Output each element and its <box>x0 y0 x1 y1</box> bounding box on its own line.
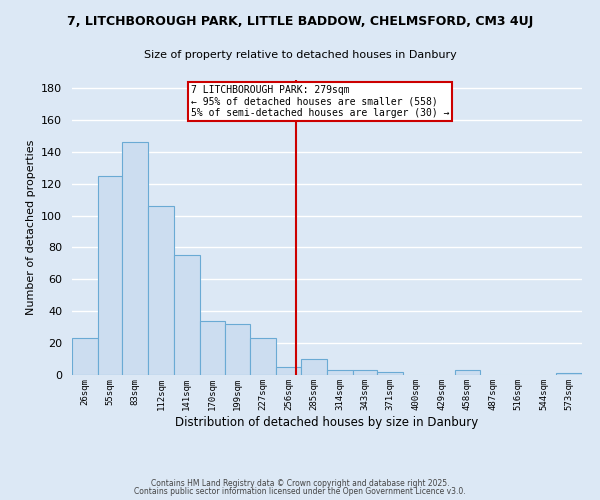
Y-axis label: Number of detached properties: Number of detached properties <box>26 140 35 315</box>
Bar <box>174 256 200 375</box>
Bar <box>72 338 98 375</box>
Bar <box>250 338 275 375</box>
Text: 7 LITCHBOROUGH PARK: 279sqm
← 95% of detached houses are smaller (558)
5% of sem: 7 LITCHBOROUGH PARK: 279sqm ← 95% of det… <box>191 85 449 118</box>
Bar <box>353 370 377 375</box>
Bar <box>225 324 250 375</box>
Bar <box>556 374 582 375</box>
Bar <box>275 367 301 375</box>
Bar <box>98 176 122 375</box>
X-axis label: Distribution of detached houses by size in Danbury: Distribution of detached houses by size … <box>175 416 479 428</box>
Bar <box>148 206 174 375</box>
Bar <box>301 359 327 375</box>
Bar <box>455 370 480 375</box>
Text: Contains public sector information licensed under the Open Government Licence v3: Contains public sector information licen… <box>134 487 466 496</box>
Text: 7, LITCHBOROUGH PARK, LITTLE BADDOW, CHELMSFORD, CM3 4UJ: 7, LITCHBOROUGH PARK, LITTLE BADDOW, CHE… <box>67 15 533 28</box>
Text: Contains HM Land Registry data © Crown copyright and database right 2025.: Contains HM Land Registry data © Crown c… <box>151 478 449 488</box>
Bar <box>327 370 353 375</box>
Text: Size of property relative to detached houses in Danbury: Size of property relative to detached ho… <box>143 50 457 60</box>
Bar <box>199 321 225 375</box>
Bar <box>377 372 403 375</box>
Bar <box>122 142 148 375</box>
